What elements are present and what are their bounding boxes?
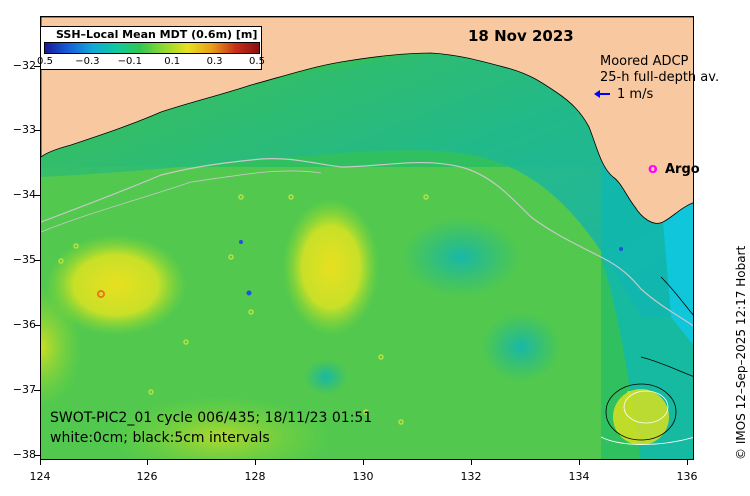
latitude-tick-label: −33 bbox=[12, 123, 36, 136]
longitude-tick-mark bbox=[579, 460, 580, 465]
argo-floats bbox=[58, 194, 429, 425]
contour-info: white:0cm; black:5cm intervals bbox=[50, 430, 270, 446]
latitude-tick-mark bbox=[34, 130, 40, 131]
longitude-tick-label: 132 bbox=[460, 470, 482, 483]
current-arrow-head-icon bbox=[594, 90, 600, 98]
legend-adcp-line2: 25-h full-depth av. bbox=[600, 70, 720, 85]
latitude-tick-mark bbox=[34, 390, 40, 391]
latitude-tick-label: −35 bbox=[12, 253, 36, 266]
legend-adcp-line1: Moored ADCP bbox=[600, 54, 689, 69]
colorbar-tick-label: 0.1 bbox=[164, 56, 181, 67]
credit-text: © IMOS 12–Sep–2025 12:17 Hobart bbox=[734, 245, 748, 460]
colorbar-tick-label: 0.3 bbox=[206, 56, 223, 67]
eddy-low-center bbox=[401, 217, 521, 297]
map-panel[interactable] bbox=[40, 16, 694, 460]
latitude-tick-label: −36 bbox=[12, 318, 36, 331]
eddy-high-central bbox=[283, 199, 379, 335]
map-date: 18 Nov 2023 bbox=[468, 27, 574, 45]
swot-info: SWOT-PIC2_01 cycle 006/435; 18/11/23 01:… bbox=[50, 410, 373, 426]
argo-icon: o bbox=[648, 161, 658, 177]
latitude-tick-mark bbox=[34, 66, 40, 67]
sea-level-map bbox=[41, 17, 693, 459]
current-arrow-icon bbox=[596, 93, 610, 95]
longitude-tick-mark bbox=[147, 460, 148, 465]
longitude-tick-label: 128 bbox=[244, 470, 266, 483]
longitude-tick-label: 130 bbox=[352, 470, 374, 483]
colorbar-tick-label: −0.3 bbox=[75, 56, 100, 67]
colorbar-gradient bbox=[44, 42, 260, 54]
latitude-tick-label: −37 bbox=[12, 383, 36, 396]
colorbar-tick-label: 0.5 bbox=[37, 56, 53, 67]
latitude-tick-mark bbox=[34, 260, 40, 261]
eddy-high-west bbox=[46, 235, 186, 335]
longitude-tick-mark bbox=[255, 460, 256, 465]
colorbar-tick-label: 0.5 bbox=[249, 56, 265, 67]
longitude-tick-mark bbox=[687, 460, 688, 465]
longitude-tick-mark bbox=[40, 460, 41, 465]
latitude-tick-mark bbox=[34, 195, 40, 196]
colorbar-title: SSH–Local Mean MDT (0.6m) [m] bbox=[56, 28, 258, 41]
colorbar-tick-label: −0.1 bbox=[117, 56, 142, 67]
longitude-tick-mark bbox=[471, 460, 472, 465]
longitude-tick-label: 134 bbox=[568, 470, 590, 483]
latitude-tick-label: −34 bbox=[12, 188, 36, 201]
legend-arrow-scale: 1 m/s bbox=[617, 87, 654, 102]
latitude-tick-label: −38 bbox=[12, 448, 36, 461]
latitude-tick-mark bbox=[34, 455, 40, 456]
legend-argo-label: Argo bbox=[665, 162, 700, 177]
longitude-tick-label: 124 bbox=[29, 470, 51, 483]
bathymetry-contour bbox=[41, 158, 693, 327]
latitude-tick-mark bbox=[34, 325, 40, 326]
longitude-tick-label: 136 bbox=[676, 470, 698, 483]
longitude-tick-label: 126 bbox=[136, 470, 158, 483]
longitude-tick-mark bbox=[363, 460, 364, 465]
latitude-tick-label: −32 bbox=[12, 59, 36, 72]
